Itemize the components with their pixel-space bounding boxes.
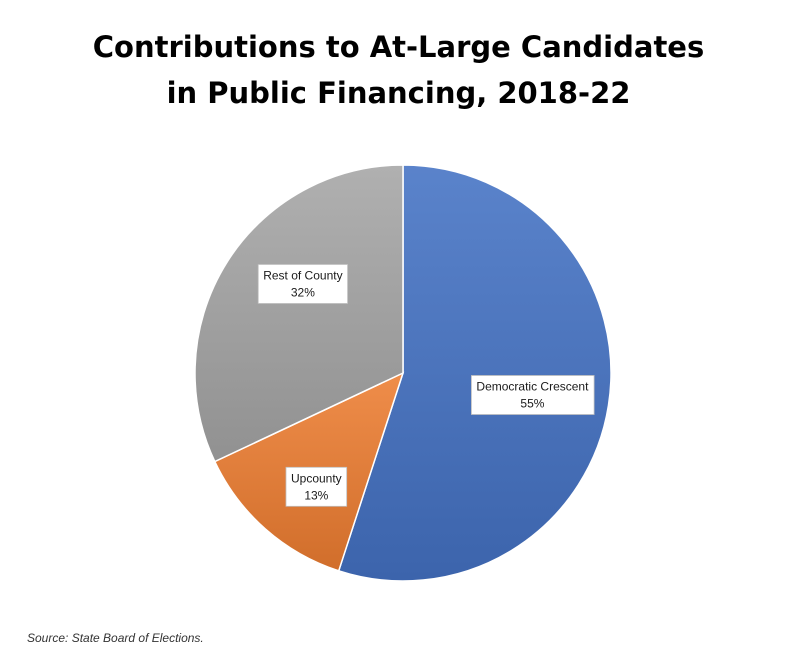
pie-label-name: Rest of County [263,268,342,282]
chart-title-line-2: in Public Financing, 2018-22 [166,76,631,110]
pie-labels: Democratic Crescent 55% Upcounty 13% Rest of… [257,264,595,507]
pie-label-democratic-crescent: Democratic Crescent 55% [471,375,595,415]
chart-title-line-1: Contributions to At-Large Candidates [92,30,705,64]
pie-label-upcounty: Upcounty 13% [285,466,348,507]
pie-label-rest-of-county: Rest of County 32% [257,264,348,304]
pie-slices [194,164,612,582]
pie-label-name: Upcounty [291,471,342,485]
pie-label-box [285,466,348,507]
pie-label-name: Democratic Crescent [476,379,589,393]
pie-label-box [257,264,348,304]
source-note: Source: State Board of Elections. [27,631,204,645]
pie-label-box [471,375,595,415]
pie-slice-rest-of-county [194,164,404,463]
pie-slice-democratic-crescent [337,164,612,582]
pie-label-value: 32% [291,285,315,299]
pie-label-value: 55% [520,396,544,410]
chart-title: Contributions to At-Large Candidates in … [0,24,797,116]
pie-label-value: 13% [304,488,328,502]
